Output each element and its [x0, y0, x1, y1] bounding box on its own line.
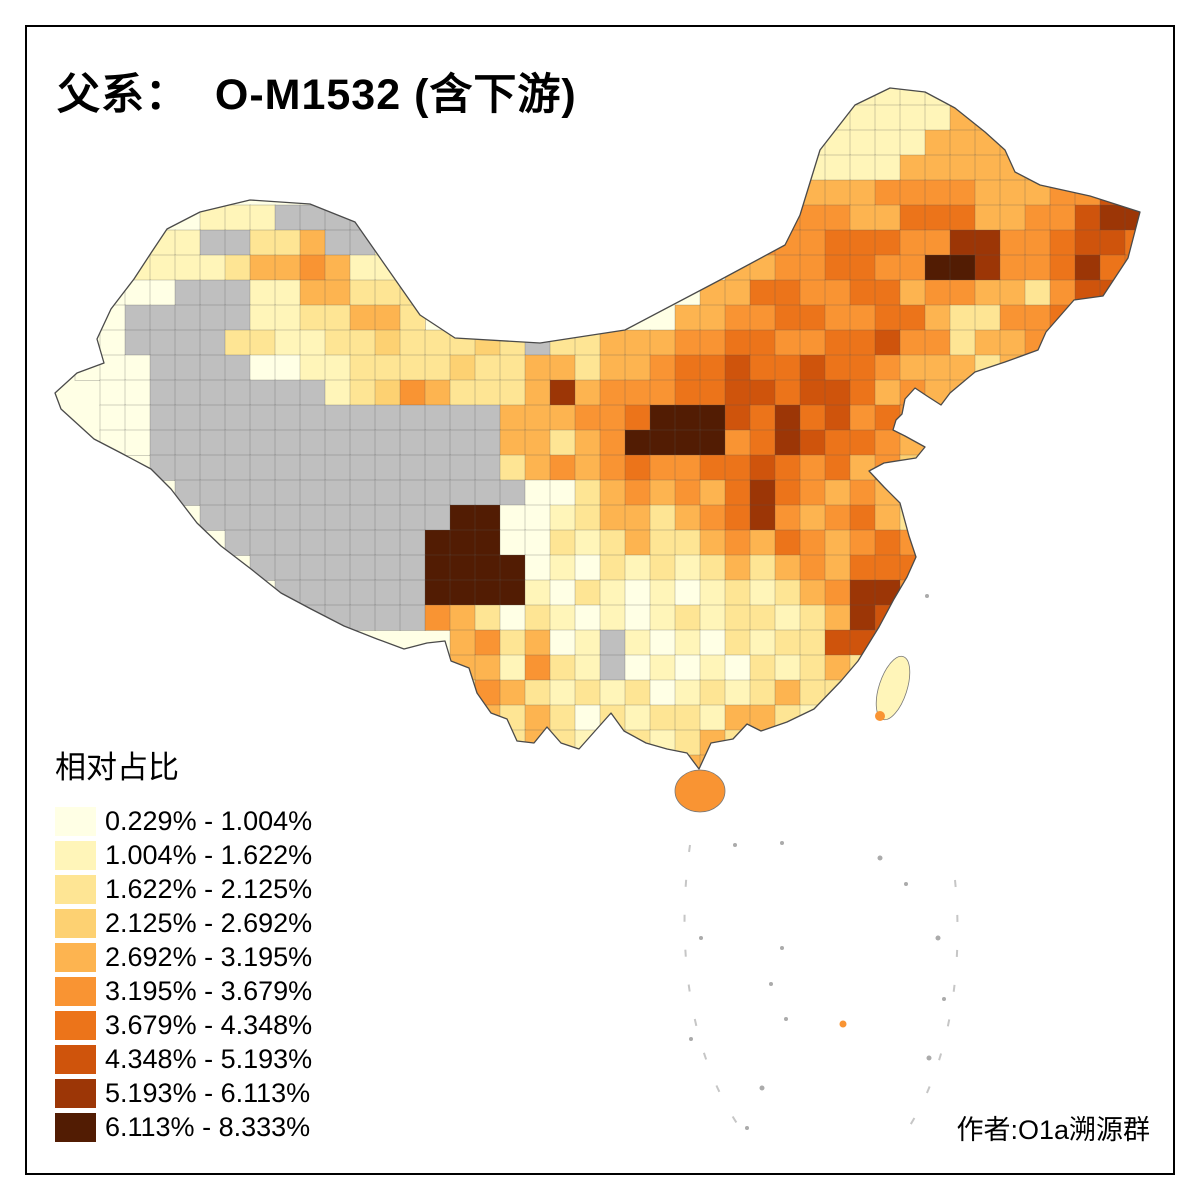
legend-swatch [55, 807, 96, 836]
legend-label: 0.229% - 1.004% [105, 806, 313, 836]
legend-swatch [55, 977, 96, 1006]
legend-swatch [55, 875, 96, 904]
legend-swatch [55, 1011, 96, 1040]
legend-item: 3.195% - 3.679% [55, 977, 312, 1006]
south-china-sea-islands [689, 594, 946, 1130]
legend-label: 5.193% - 6.113% [105, 1078, 311, 1108]
legend-item: 1.004% - 1.622% [55, 841, 312, 870]
legend-title: 相对占比 [55, 750, 179, 785]
taiwan-south-dot [875, 711, 885, 721]
map-title: 父系： O-M1532 (含下游) [57, 71, 577, 119]
legend: 相对占比 0.229% - 1.004% 1.004% - 1.622% 1.622… [55, 742, 312, 1147]
legend-label: 3.195% - 3.679% [105, 976, 313, 1006]
legend-item: 1.622% - 2.125% [55, 875, 312, 904]
legend-item: 2.692% - 3.195% [55, 943, 312, 972]
legend-label: 1.004% - 1.622% [105, 840, 313, 870]
legend-swatch [55, 1079, 96, 1108]
legend-label: 4.348% - 5.193% [105, 1044, 313, 1074]
legend-list: 0.229% - 1.004% 1.004% - 1.622% 1.622% - 2… [55, 807, 312, 1142]
legend-item: 5.193% - 6.113% [55, 1079, 312, 1108]
legend-item: 3.679% - 4.348% [55, 1011, 312, 1040]
prefecture-cells [74, 88, 1140, 769]
legend-swatch [55, 909, 96, 938]
legend-label: 2.692% - 3.195% [105, 942, 313, 972]
legend-swatch [55, 1045, 96, 1074]
legend-item: 0.229% - 1.004% [55, 807, 312, 836]
legend-label: 3.679% - 4.348% [105, 1010, 313, 1040]
dongsha-island [839, 1020, 847, 1028]
legend-item: 6.113% - 8.333% [55, 1113, 312, 1142]
legend-swatch [55, 1113, 96, 1142]
mainland-outline [54, 87, 1141, 770]
legend-label: 6.113% - 8.333% [105, 1112, 311, 1142]
nine-dash-line [683, 844, 959, 1141]
legend-item: 2.125% - 2.692% [55, 909, 312, 938]
attribution: 作者:O1a溯源群 [956, 1115, 1150, 1145]
legend-label: 1.622% - 2.125% [105, 874, 313, 904]
legend-item: 4.348% - 5.193% [55, 1045, 312, 1074]
hainan-island [674, 769, 726, 813]
legend-label: 2.125% - 2.692% [105, 908, 313, 938]
legend-swatch [55, 943, 96, 972]
legend-swatch [55, 841, 96, 870]
